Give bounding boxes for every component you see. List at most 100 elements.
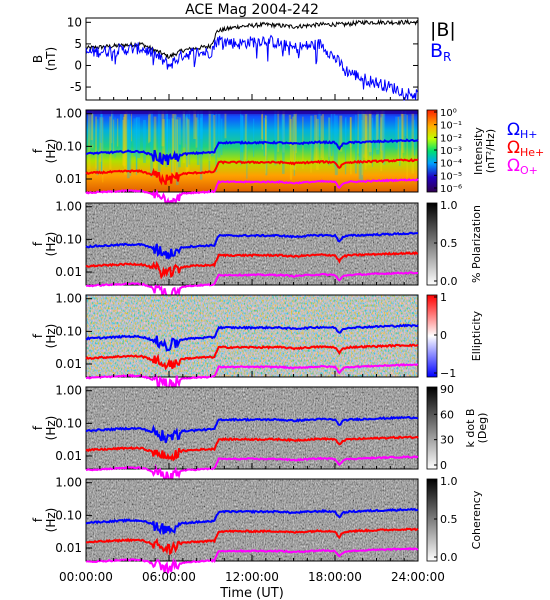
heatmap-streak [314, 114, 317, 162]
colorbar-tick-label: 0.5 [440, 513, 458, 526]
heatmap-streak [239, 110, 242, 166]
heatmap-streak [357, 111, 359, 154]
heatmap-streak [171, 113, 175, 177]
heatmap-streak [183, 112, 185, 148]
freq-label-line2: (Hz) [44, 416, 58, 441]
freq-axis-label: f (Hz) [31, 232, 58, 257]
heatmap-streak [208, 111, 211, 162]
heatmap-streak [143, 119, 146, 163]
heatmap-streak [211, 112, 214, 157]
x-tick-label: 06:00:00 [142, 570, 196, 584]
gyro-h-line [85, 231, 418, 260]
b-y-axis-label: B (nT) [31, 47, 58, 71]
heatmap-streak [358, 110, 360, 157]
heatmap-streak [162, 119, 165, 164]
colorbar-title: Intensity (nT²/Hz) [472, 127, 497, 175]
colorbar-tick-label: −1 [440, 367, 456, 380]
freq-tick-label: 0.10 [55, 324, 82, 338]
colorbar-tick-label: 1.0 [440, 199, 458, 212]
heatmap-streak [310, 115, 314, 163]
b-y-label-line2: (nT) [44, 47, 58, 71]
freq-axis-label: f (Hz) [31, 324, 58, 349]
colorbar-tick-label: 10⁰ [440, 108, 457, 119]
gyro-h-line [85, 415, 419, 443]
freq-axis-label: f (Hz) [31, 508, 58, 533]
freq-label-line1: f [31, 517, 45, 522]
colorbar-title-line: (Deg) [476, 413, 489, 444]
colorbar-title-line: (nT²/Hz) [484, 129, 497, 173]
heatmap-streak [381, 116, 383, 151]
colorbar-title-line: k dot B [464, 409, 477, 448]
spectral-panel-4: 1.00 0.10 0.01 f (Hz) 90 60 30 0 k dot B (Deg) [31, 383, 489, 486]
heatmap-streak [171, 118, 174, 173]
heatmap-streak [137, 117, 141, 158]
heatmap-streak [411, 113, 415, 174]
gyro-legend-item: ΩO+ [507, 156, 538, 177]
heatmap-streak [124, 114, 127, 175]
freq-tick-label: 1.00 [55, 384, 82, 398]
colorbar-title: Coherency [470, 490, 483, 549]
heatmap-streak [289, 118, 293, 180]
freq-tick-label: 1.00 [55, 200, 82, 214]
heatmap-streak [157, 110, 161, 172]
heatmap-streak [241, 115, 244, 162]
heatmap-streak [112, 119, 115, 152]
heatmap-streak [167, 118, 169, 154]
heatmap-streak [130, 112, 133, 142]
b-y-tick-label: 0 [74, 58, 82, 72]
heatmap-streak [88, 113, 91, 170]
heatmap-streak [293, 114, 296, 171]
heatmap-streak [406, 114, 408, 178]
heatmap-streak [369, 114, 372, 156]
gyro-he-line [85, 251, 418, 280]
freq-tick-label: 0.01 [55, 449, 82, 463]
x-tick-label: 18:00:00 [308, 570, 362, 584]
freq-tick-label: 0.01 [55, 541, 82, 555]
colorbar-title-line: % Polarization [470, 205, 483, 283]
heatmap-streak [199, 110, 203, 139]
heatmap-streak [365, 110, 368, 166]
heatmap-streak [368, 110, 372, 166]
colorbar [426, 109, 438, 193]
b-y-label-line1: B [31, 55, 45, 63]
heatmap-streak [100, 110, 102, 143]
heatmap-streak [350, 117, 352, 175]
heatmap-streak [114, 117, 116, 158]
heatmap-streak [135, 117, 138, 172]
heatmap-streak [380, 117, 383, 172]
heatmap-streak [186, 119, 190, 176]
heatmap-streak [217, 113, 221, 158]
x-tick-label: 00:00:00 [59, 570, 113, 584]
heatmap-streak [244, 114, 247, 160]
heatmap-streak [166, 113, 168, 143]
freq-tick-label: 1.00 [55, 107, 82, 121]
gyro-he-line [85, 435, 419, 462]
heatmap-streak [282, 110, 285, 153]
heatmap-streak [402, 113, 405, 153]
colorbar [426, 294, 438, 378]
gyro-legend-sub: H+ [520, 128, 538, 141]
gyro-h-line [85, 507, 419, 535]
heatmap-streak [127, 119, 130, 179]
heatmap-streak [413, 119, 416, 156]
heatmap-streak [349, 117, 352, 148]
heatmap-streak [274, 110, 277, 166]
heatmap-streak [404, 111, 407, 137]
freq-tick-label: 0.10 [55, 508, 82, 522]
heatmap-streak [382, 111, 386, 165]
gyro-he-line [85, 158, 419, 186]
heatmap-streak [372, 114, 374, 155]
gyro-legend: ΩH+ΩHe+ΩO+ [507, 120, 544, 177]
gyro-h-line [85, 323, 419, 352]
b-field-plot-frame [85, 17, 419, 101]
heatmap-streak [96, 119, 99, 176]
colorbar-tick-label: 0 [440, 329, 447, 342]
heatmap-streak [316, 118, 319, 170]
heatmap-streak [263, 117, 266, 157]
heatmap-streak [185, 115, 187, 144]
heatmap-streak [375, 115, 378, 141]
heatmap-streak [320, 115, 323, 159]
x-tick-label: 24:00:00 [391, 570, 445, 584]
heatmap-streak [101, 113, 103, 174]
heatmap-streak [310, 115, 312, 173]
